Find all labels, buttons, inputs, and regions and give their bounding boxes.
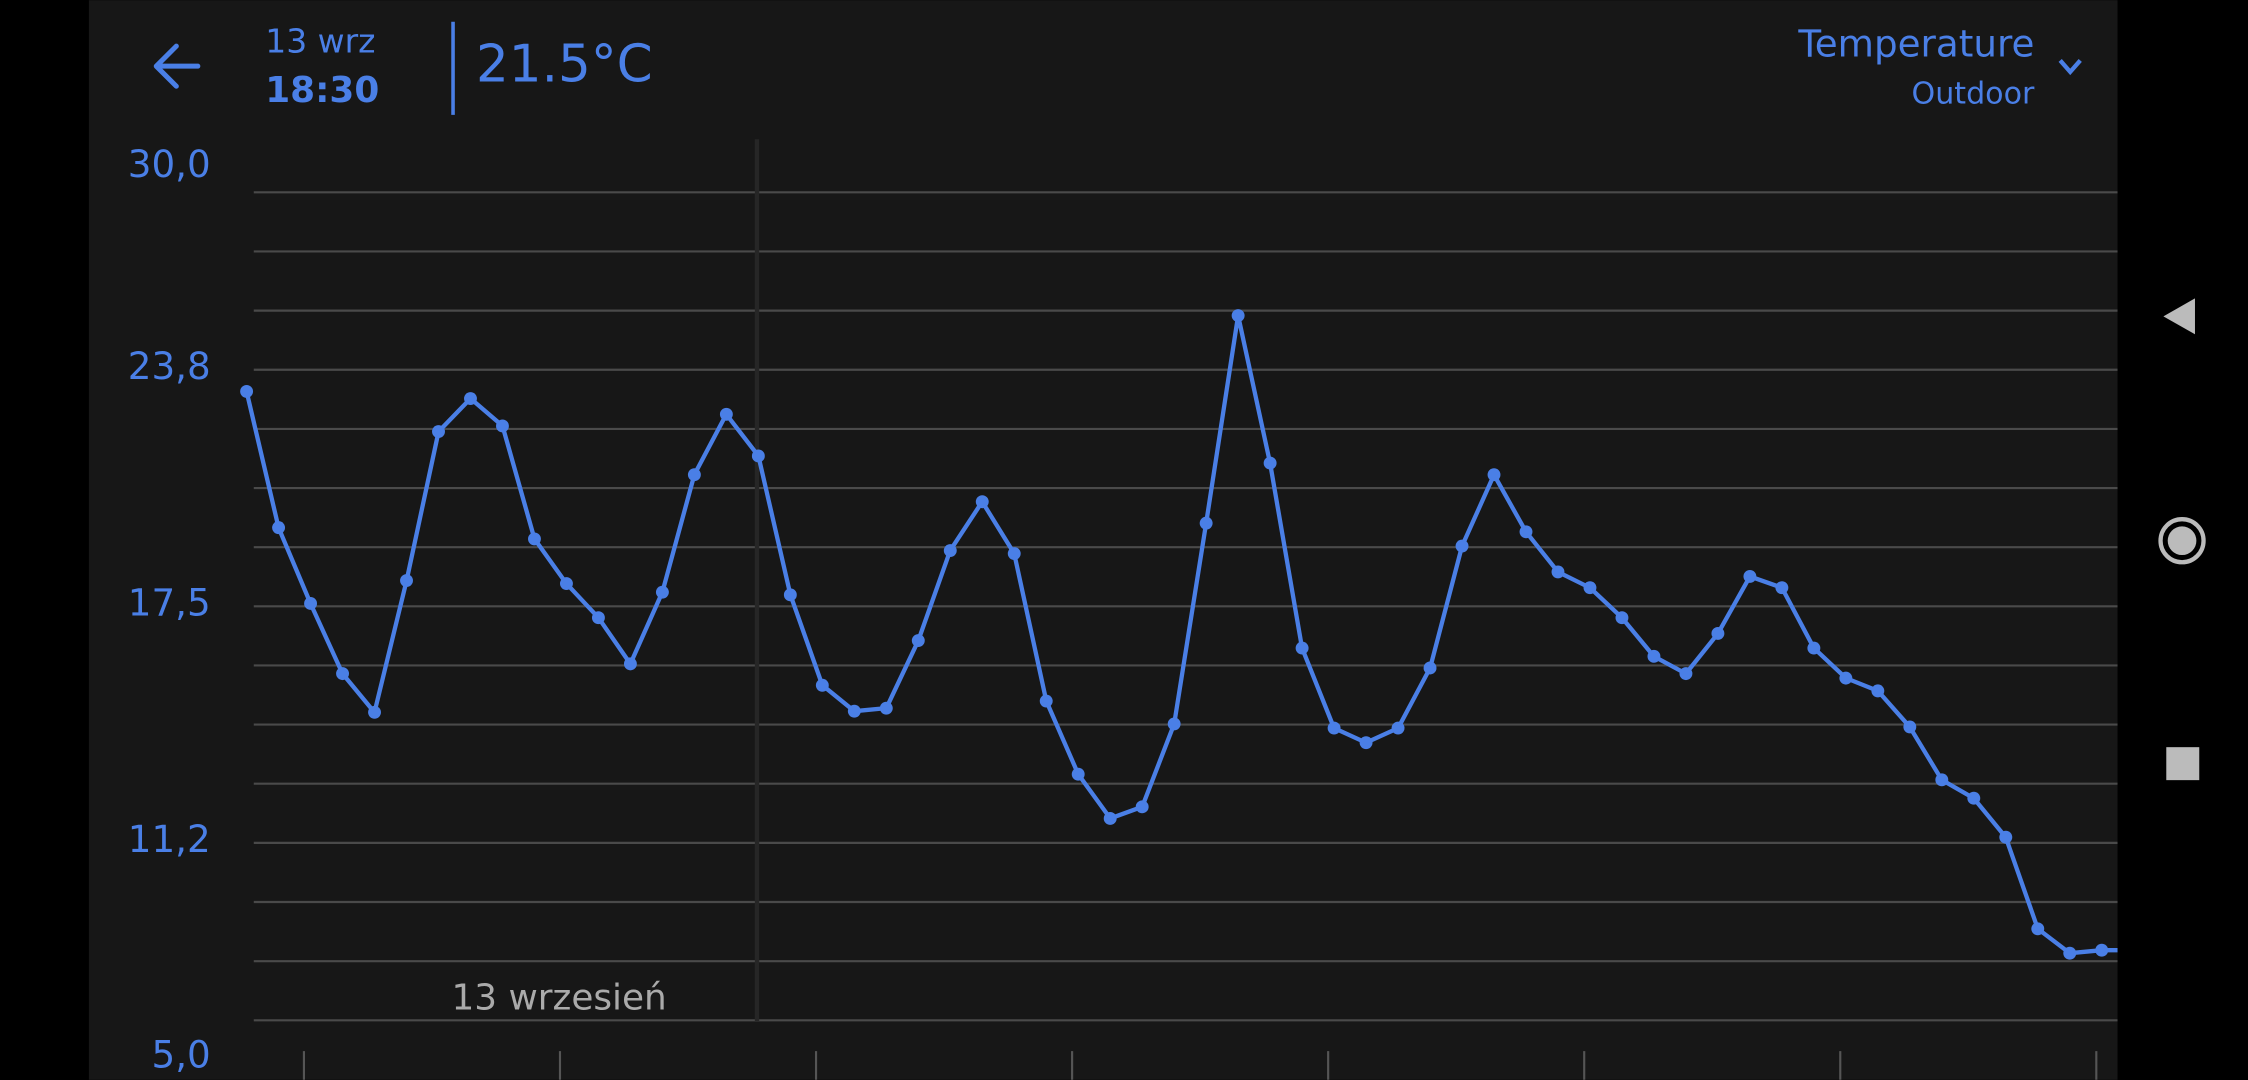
data-point xyxy=(1327,721,1341,735)
data-point xyxy=(368,705,381,719)
data-point xyxy=(1359,736,1373,750)
data-point xyxy=(1775,581,1789,595)
data-point xyxy=(975,495,989,509)
data-point xyxy=(1487,468,1501,482)
data-point xyxy=(1871,684,1885,698)
nav-home[interactable] xyxy=(2158,517,2206,565)
data-point xyxy=(655,585,669,599)
y-tick-label: 30,0 xyxy=(128,142,211,186)
data-point xyxy=(1999,830,2013,844)
data-point xyxy=(591,611,605,625)
nav-home-dot xyxy=(2167,526,2197,556)
series-line xyxy=(244,313,2118,956)
data-point xyxy=(719,407,733,421)
data-point xyxy=(943,544,957,557)
data-point xyxy=(2127,944,2140,957)
data-point xyxy=(1423,661,1437,675)
data-point xyxy=(911,634,925,648)
data-point xyxy=(1935,773,1949,787)
data-point xyxy=(879,701,893,715)
data-point xyxy=(815,678,829,692)
data-point xyxy=(1391,721,1405,735)
data-point xyxy=(1071,767,1085,781)
data-point xyxy=(240,384,254,398)
y-tick-label: 17,5 xyxy=(128,580,211,624)
nav-back[interactable] xyxy=(2163,298,2195,335)
data-point xyxy=(1839,671,1853,685)
data-point xyxy=(1231,309,1245,323)
data-point xyxy=(1103,812,1117,825)
data-point xyxy=(783,588,797,602)
back-button[interactable] xyxy=(153,43,201,89)
data-point xyxy=(1583,581,1597,595)
data-point xyxy=(1743,569,1757,583)
data-point xyxy=(1711,627,1725,640)
y-tick-label: 5,0 xyxy=(151,1032,210,1076)
data-point xyxy=(496,419,509,433)
data-point xyxy=(464,392,477,405)
data-point xyxy=(1903,720,1917,734)
data-point xyxy=(751,449,765,463)
data-point xyxy=(559,577,573,591)
data-point xyxy=(272,521,286,535)
data-point xyxy=(847,704,861,718)
data-point xyxy=(2063,946,2077,960)
plot-area xyxy=(240,309,2140,960)
data-point xyxy=(304,596,318,610)
data-point xyxy=(1551,565,1565,579)
data-point xyxy=(1007,547,1021,560)
data-point xyxy=(623,657,637,671)
nav-recent[interactable] xyxy=(2166,747,2200,781)
location: Outdoor xyxy=(1912,76,2035,111)
data-point xyxy=(1967,791,1981,805)
panel xyxy=(88,0,2118,1080)
data-point xyxy=(1263,456,1277,470)
y-tick-label: 23,8 xyxy=(128,344,211,388)
data-point xyxy=(528,532,541,546)
annotation: 13 wrzesień xyxy=(452,977,667,1018)
data-point xyxy=(432,425,445,439)
data-point xyxy=(2095,943,2109,957)
data-point xyxy=(400,574,413,588)
data-point xyxy=(1167,717,1181,731)
time: 18:30 xyxy=(265,70,379,111)
data-point xyxy=(336,667,349,681)
data-point xyxy=(2031,922,2045,936)
metric-selector[interactable]: Temperature xyxy=(1797,22,2034,66)
current-value: 21.5°C xyxy=(476,35,653,95)
data-point xyxy=(1519,525,1533,539)
data-point xyxy=(1135,800,1149,814)
data-point xyxy=(1039,694,1053,708)
data-point xyxy=(1615,611,1629,625)
data-point xyxy=(1199,516,1213,530)
date: 13 wrz xyxy=(265,22,375,61)
data-point xyxy=(1455,539,1469,553)
y-tick-label: 11,2 xyxy=(128,817,211,861)
data-point xyxy=(1679,667,1693,681)
data-point xyxy=(1647,649,1661,663)
data-point xyxy=(1807,641,1821,655)
dropdown-icon[interactable] xyxy=(2058,59,2082,76)
data-point xyxy=(687,468,701,482)
data-point xyxy=(1295,641,1309,655)
